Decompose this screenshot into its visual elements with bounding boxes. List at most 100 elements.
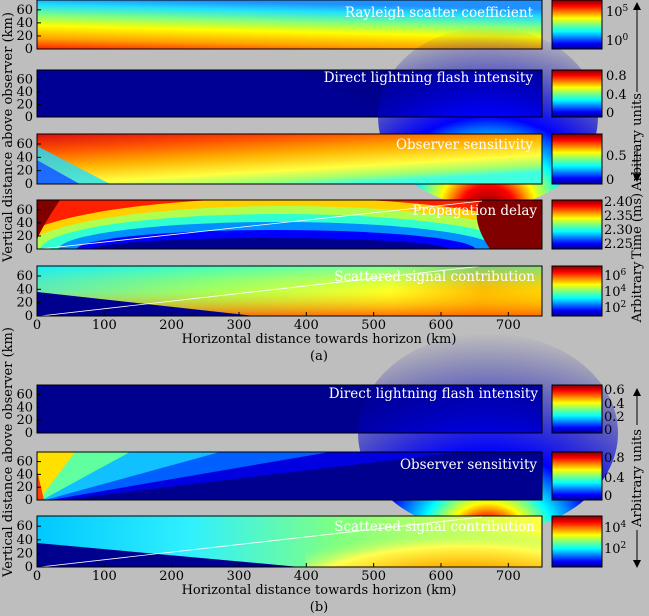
- panel-a3: Observer sensitivity: [36, 133, 543, 185]
- y-tick-a4-2: 40: [16, 216, 33, 231]
- y-tick-b1-1: 20: [16, 413, 33, 428]
- y-tick-b3-2: 40: [16, 533, 33, 548]
- colorbars: [551, 0, 603, 568]
- x-tick-b3-0: 0: [33, 569, 41, 584]
- panel-a5: Scattered signal contribution: [36, 265, 543, 317]
- x-tick-b3-5: 500: [361, 569, 386, 584]
- colorbar-b3: [551, 515, 603, 568]
- panel-b3: Scattered signal contribution: [36, 515, 543, 568]
- y-tick-b3-1: 20: [16, 546, 33, 561]
- x-tick-a5-1: 100: [92, 318, 117, 333]
- cb-a3-tick-0: 0.5: [606, 149, 627, 164]
- y-tick-a1-0: 0: [25, 42, 33, 57]
- cb-b1-tick-1: 0.4: [604, 397, 625, 412]
- colorbar-a3: [551, 133, 603, 185]
- xlabel-a: Horizontal distance towards horizon (km): [182, 332, 457, 347]
- panel-b2: Observer sensitivity: [36, 451, 543, 501]
- caption-b: (b): [310, 600, 328, 615]
- x-tick-b3-4: 400: [294, 569, 319, 584]
- y-tick-a2-1: 20: [16, 97, 33, 112]
- y-tick-a2-2: 40: [16, 85, 33, 100]
- y-tick-a2-0: 0: [25, 110, 33, 125]
- right-label-time: Time (ms): [630, 193, 645, 259]
- cb-b2-tick-0: 0.8: [604, 451, 625, 466]
- y-tick-a3-3: 60: [16, 137, 33, 152]
- y-tick-a1-3: 60: [16, 3, 33, 18]
- colorbar-ticks: 105 100 0.8 0.4 0 0.5 0 2.40 2.35 2.30 2…: [604, 4, 633, 557]
- cb-b1-tick-0: 0.6: [604, 383, 625, 398]
- cb-a5-tick-0: 106: [604, 268, 627, 284]
- cb-b3-tick-1: 102: [604, 541, 626, 557]
- x-tick-a5-0: 0: [33, 318, 41, 333]
- y-tick-b1-0: 0: [25, 426, 33, 441]
- y-tick-b1-2: 40: [16, 400, 33, 415]
- x-tick-a5-5: 500: [361, 318, 386, 333]
- x-tick-a5-6: 600: [429, 318, 454, 333]
- y-tick-a1-1: 20: [16, 29, 33, 44]
- panel-a1: Rayleigh scatter coefficient: [36, 0, 543, 50]
- panel-title-b3: Scattered signal contribution: [334, 519, 535, 535]
- y-tick-b2-0: 0: [25, 493, 33, 508]
- cb-b1-tick-2: 0.2: [604, 410, 625, 425]
- cb-a5-tick-2: 102: [604, 300, 626, 316]
- y-tick-a5-2: 40: [16, 282, 33, 297]
- panel-title-a1: Rayleigh scatter coefficient: [345, 5, 534, 21]
- right-label-arb-a: Arbitrary units: [630, 93, 645, 192]
- x-tick-b3-1: 100: [92, 569, 117, 584]
- x-tick-a5-7: 700: [496, 318, 521, 333]
- y-tick-b3-3: 60: [16, 519, 33, 534]
- y-tick-a4-3: 60: [16, 203, 33, 218]
- x-tick-a5-2: 200: [159, 318, 184, 333]
- cb-a2-tick-0: 0.8: [606, 69, 627, 84]
- colorbar-a5: [551, 265, 603, 317]
- cb-b3-tick-0: 104: [604, 520, 627, 536]
- colorbar-b2: [551, 451, 603, 501]
- cb-b1-tick-3: 0: [604, 423, 612, 438]
- cb-a2-tick-1: 0.4: [606, 88, 627, 103]
- colorbar-a2: [551, 69, 603, 118]
- y-tick-a1-2: 40: [16, 16, 33, 31]
- y-tick-a3-2: 40: [16, 150, 33, 165]
- ylabel-a: Vertical distance above observer (km): [1, 12, 16, 263]
- cb-b2-tick-1: 0.4: [604, 471, 625, 486]
- y-tick-b2-2: 40: [16, 467, 33, 482]
- y-tick-a3-0: 0: [25, 177, 33, 192]
- cb-a5-tick-1: 104: [604, 284, 627, 300]
- colorbar-b1: [551, 384, 603, 434]
- colorbar-a4: [551, 199, 603, 250]
- y-tick-a4-0: 0: [25, 242, 33, 257]
- y-tick-b1-3: 60: [16, 388, 33, 403]
- cb-b2-tick-2: 0: [604, 489, 612, 504]
- right-label-arb-b: Arbitrary units: [630, 429, 645, 528]
- cb-a4-tick-1: 2.35: [604, 209, 633, 224]
- heatmap-a3: [37, 134, 542, 184]
- y-tick-a5-3: 60: [16, 269, 33, 284]
- x-tick-a5-3: 300: [227, 318, 252, 333]
- cb-a4-tick-2: 2.30: [604, 223, 633, 238]
- caption-a: (a): [310, 349, 328, 364]
- ylabel-b: Vertical distance above observer (km): [1, 327, 16, 578]
- x-tick-b3-6: 600: [429, 569, 454, 584]
- x-tick-a5-4: 400: [294, 318, 319, 333]
- y-tick-b2-3: 60: [16, 455, 33, 470]
- right-labels: Arbitrary units Time (ms) Arbitrary Arbi…: [630, 2, 645, 568]
- panel-title-a3: Observer sensitivity: [396, 137, 533, 153]
- y-tick-a5-0: 0: [25, 309, 33, 324]
- panel-title-a5: Scattered signal contribution: [334, 269, 535, 285]
- y-tick-a2-3: 60: [16, 72, 33, 87]
- panel-title-b2: Observer sensitivity: [400, 457, 537, 473]
- y-tick-a3-1: 20: [16, 164, 33, 179]
- colorbar-a1: [551, 0, 603, 50]
- panel-title-a2: Direct lightning flash intensity: [324, 70, 534, 86]
- cb-a4-tick-0: 2.40: [604, 195, 633, 210]
- panel-a4: Propagation delay: [36, 199, 543, 250]
- y-tick-b3-0: 0: [25, 560, 33, 575]
- cb-a3-tick-1: 0: [606, 173, 614, 188]
- panel-title-b1: Direct lightning flash intensity: [329, 386, 539, 402]
- panel-title-a4: Propagation delay: [412, 203, 537, 219]
- x-tick-b3-7: 700: [496, 569, 521, 584]
- y-tick-a4-1: 20: [16, 229, 33, 244]
- y-tick-b2-1: 20: [16, 480, 33, 495]
